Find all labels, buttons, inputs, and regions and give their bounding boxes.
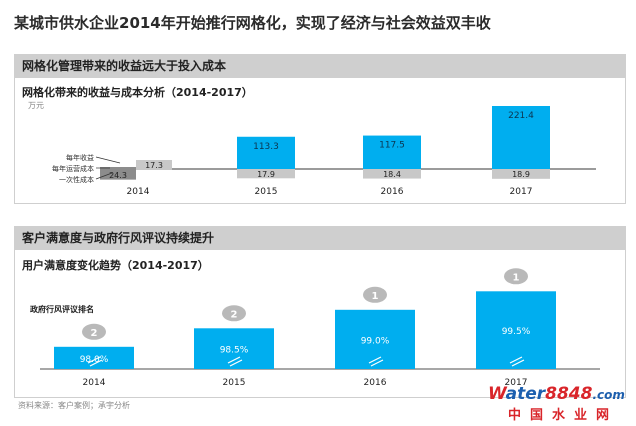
x-tick-2014: 2014 bbox=[83, 378, 106, 388]
rank-label-2016: 1 bbox=[372, 291, 379, 302]
rank-label-2015: 2 bbox=[231, 309, 238, 320]
watermark-brand: Water8848.com bbox=[488, 384, 625, 404]
opcost-bar-2016 bbox=[363, 169, 421, 179]
x-tick-2017: 2017 bbox=[510, 187, 533, 197]
rank-label-2017: 1 bbox=[513, 272, 520, 283]
opcost-label-2017: 18.9 bbox=[512, 170, 530, 179]
page-title: 某城市供水企业2014年开始推行网格化，实现了经济与社会效益双丰收 bbox=[14, 14, 491, 32]
legend-item-0: 每年收益 bbox=[66, 153, 94, 162]
satisfaction-label-2014: 98.0% bbox=[80, 355, 109, 365]
axis-break-b-2015 bbox=[229, 359, 243, 367]
onetime-label-2014: 24.3 bbox=[109, 171, 127, 180]
axis-break-b-2016 bbox=[370, 359, 384, 367]
satisfaction-bar-2017 bbox=[476, 291, 556, 369]
x-tick-2016: 2016 bbox=[381, 187, 404, 197]
legend-leader-2 bbox=[95, 172, 113, 180]
satisfaction-label-2017: 99.5% bbox=[502, 327, 531, 337]
rank-badge-2017 bbox=[504, 268, 528, 285]
satisfaction-subtitle: 用户满意度变化趋势（2014-2017） bbox=[22, 259, 209, 272]
water8848-watermark: Water8848.com 中国水业网 bbox=[488, 384, 628, 424]
x-tick-2014: 2014 bbox=[127, 187, 150, 197]
satisfaction-label-2016: 99.0% bbox=[361, 336, 390, 346]
axis-break-a-2017 bbox=[509, 356, 523, 364]
unit-label: 万元 bbox=[28, 101, 44, 110]
axis-break-a-2016 bbox=[368, 356, 382, 364]
revenue-bar-2017 bbox=[492, 106, 550, 169]
satisfaction-chart: 政府行风评议排名 98.0% 2 2014 98.5% 2 2015 99.0% 1 2016 99… bbox=[30, 268, 600, 388]
axis-break-b-2014 bbox=[89, 359, 103, 367]
revenue-label-2015: 113.3 bbox=[253, 142, 279, 152]
opcost-bar-2014 bbox=[136, 160, 172, 170]
section-header-revenue-cost: 网格化管理带来的收益远大于投入成本 bbox=[14, 54, 626, 78]
opcost-bar-2017 bbox=[492, 169, 550, 179]
legend-leader-0 bbox=[95, 156, 121, 164]
revenue-cost-chart: 24.3 17.3 2014 113.3 17.9 2015 117.5 18.4 2016 22… bbox=[52, 106, 596, 197]
x-tick-2017: 2017 bbox=[505, 378, 528, 388]
opcost-bar-2015 bbox=[237, 169, 295, 179]
revenue-label-2017: 221.4 bbox=[508, 111, 534, 121]
revenue-cost-panel bbox=[14, 78, 626, 204]
opcost-label-2015: 17.9 bbox=[257, 170, 275, 179]
revenue-bar-2015 bbox=[237, 136, 295, 169]
satisfaction-bar-2016 bbox=[335, 309, 415, 369]
rank-badge-2014 bbox=[82, 323, 106, 340]
opcost-label-2014: 17.3 bbox=[145, 161, 163, 170]
source-note: 资料来源：客户案例；承宇分析 bbox=[18, 401, 130, 410]
onetime-bar-2014 bbox=[100, 167, 136, 180]
axis-break-a-2014 bbox=[87, 356, 101, 364]
opcost-label-2016: 18.4 bbox=[383, 170, 401, 179]
revenue-cost-subtitle: 网格化带来的收益与成本分析（2014-2017） bbox=[22, 86, 253, 99]
axis-break-a-2015 bbox=[227, 356, 241, 364]
revenue-label-2016: 117.5 bbox=[379, 141, 405, 151]
satisfaction-bar-2014 bbox=[54, 346, 134, 369]
revenue-bar-2016 bbox=[363, 135, 421, 169]
x-tick-2016: 2016 bbox=[364, 378, 387, 388]
watermark-cn: 中国水业网 bbox=[508, 408, 619, 423]
rank-badge-2015 bbox=[222, 305, 246, 322]
section-header-satisfaction: 客户满意度与政府行风评议持续提升 bbox=[14, 226, 626, 250]
rank-badge-2016 bbox=[363, 286, 387, 303]
rank-label-2014: 2 bbox=[91, 328, 98, 339]
satisfaction-bar-2015 bbox=[194, 328, 274, 369]
x-tick-2015: 2015 bbox=[255, 187, 278, 197]
legend-item-2: 一次性成本 bbox=[59, 175, 94, 184]
satisfaction-label-2015: 98.5% bbox=[220, 346, 249, 356]
axis-break-b-2017 bbox=[511, 359, 525, 367]
rank-annotation: 政府行风评议排名 bbox=[30, 304, 94, 314]
x-tick-2015: 2015 bbox=[223, 378, 246, 388]
legend-item-1: 每年运营成本 bbox=[52, 164, 94, 173]
satisfaction-panel bbox=[14, 250, 626, 398]
